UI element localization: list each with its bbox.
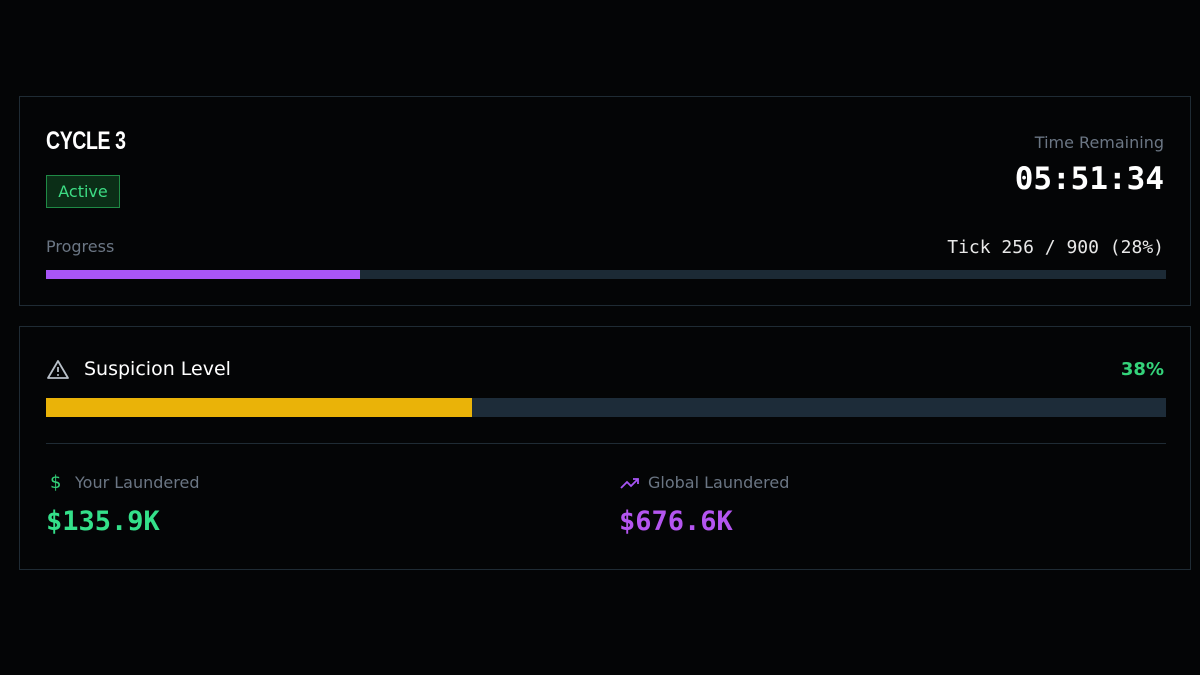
cycle-title: CYCLE 3: [46, 127, 126, 155]
stat-label: Your Laundered: [75, 473, 200, 492]
progress-fill: [46, 270, 360, 279]
progress-track: [46, 270, 1166, 279]
stat-value: $135.9K: [46, 506, 160, 537]
progress-label: Progress: [46, 237, 115, 256]
status-badge: Active: [46, 175, 120, 208]
progress-text: Tick 256 / 900 (28%): [947, 237, 1164, 258]
suspicion-label: Suspicion Level: [84, 358, 231, 380]
cycle-panel: CYCLE 3 Active Time Remaining 05:51:34 P…: [19, 96, 1191, 306]
warning-icon: [47, 360, 69, 379]
suspicion-panel: Suspicion Level 38% $ Your Laundered $13…: [19, 326, 1191, 570]
divider: [46, 443, 1166, 444]
stat-label: Global Laundered: [648, 473, 790, 492]
suspicion-fill: [46, 398, 472, 417]
dollar-icon: $: [50, 472, 62, 493]
time-label: Time Remaining: [1034, 133, 1164, 152]
trend-icon: [620, 478, 639, 489]
stat-value: $676.6K: [619, 506, 733, 537]
time-remaining: 05:51:34: [1014, 161, 1164, 197]
suspicion-track: [46, 398, 1166, 417]
suspicion-value: 38%: [1120, 359, 1164, 380]
